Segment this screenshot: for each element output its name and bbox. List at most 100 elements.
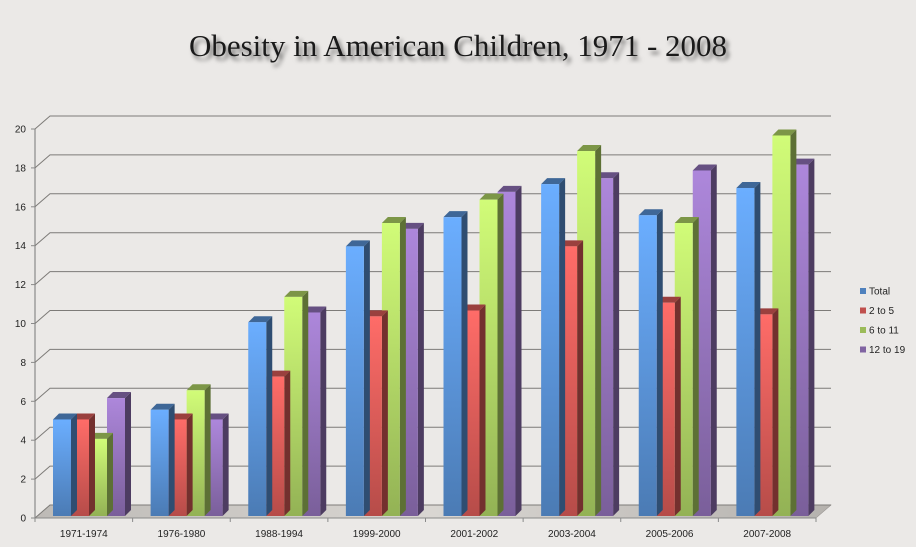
bar-side <box>479 304 486 516</box>
bar-front <box>443 217 462 517</box>
bar-top <box>53 413 77 420</box>
legend-item: Total <box>860 287 890 298</box>
x-tick-label: 1971-1974 <box>60 529 108 540</box>
bar-side <box>302 290 309 516</box>
gridline <box>34 232 831 247</box>
legend-swatch <box>860 346 866 353</box>
y-tick-label: 8 <box>20 358 26 369</box>
bar-top <box>443 211 468 218</box>
bar-top <box>692 164 717 171</box>
bar-side <box>710 164 717 517</box>
bar <box>443 211 468 517</box>
legend-swatch <box>860 307 866 314</box>
bar-front <box>736 187 755 516</box>
bar-side <box>656 209 663 516</box>
y-tick-label: 6 <box>20 397 26 408</box>
bar-side <box>497 193 504 517</box>
bar-side <box>363 240 370 516</box>
x-tick-label: 1999-2000 <box>353 529 401 540</box>
bar-side <box>399 217 406 516</box>
chart-title: Obesity in American Children, 1971 - 200… <box>188 28 728 63</box>
bar-side <box>674 296 681 516</box>
bar-top <box>497 185 522 192</box>
x-axis: 1971-1974 1976-1980 1988-1994 1999-2000 2001… <box>34 517 817 540</box>
bar-side <box>692 217 699 516</box>
bar-front <box>150 409 169 516</box>
bar-top <box>150 403 175 410</box>
bar <box>638 209 663 516</box>
bar-top <box>638 209 663 216</box>
y-tick-label: 4 <box>20 436 26 447</box>
x-tick-label: 2007-2008 <box>743 529 791 540</box>
bar-side <box>417 222 424 516</box>
x-tick-label: 2005-2006 <box>646 529 694 540</box>
bar-top <box>107 392 131 399</box>
legend-label: 6 to 11 <box>869 326 899 337</box>
bar <box>150 403 175 516</box>
legend-swatch <box>860 327 866 333</box>
bar-front <box>53 419 71 516</box>
bar-side <box>125 392 131 516</box>
x-tick-label: 2001-2002 <box>450 529 498 540</box>
bar-top <box>284 290 309 297</box>
bar-top <box>577 145 602 152</box>
bar-side <box>790 129 797 517</box>
bar <box>736 181 761 516</box>
y-tick-label: 2 <box>20 475 26 486</box>
bar-front <box>345 246 364 516</box>
y-tick-label: 20 <box>15 125 27 136</box>
x-tick-label: 1988-1994 <box>255 529 303 540</box>
legend-swatch <box>860 288 866 294</box>
bar-side <box>284 370 291 516</box>
bar-side <box>107 432 113 516</box>
bar <box>248 316 273 516</box>
bar <box>541 178 566 517</box>
bar-front <box>541 184 560 517</box>
bar-side <box>168 403 175 516</box>
bar-side <box>461 211 468 517</box>
bars <box>53 129 815 517</box>
bar-side <box>808 158 815 516</box>
y-tick-label: 12 <box>15 280 27 291</box>
bar-top <box>541 178 566 185</box>
bar <box>345 240 370 516</box>
bar-top <box>674 217 699 224</box>
bar-side <box>381 310 388 516</box>
bar-top <box>772 129 797 136</box>
bar-side <box>772 308 779 516</box>
legend-item: 12 to 19 <box>860 345 906 356</box>
bar-side <box>754 181 761 516</box>
gridline <box>34 115 831 130</box>
gridline <box>34 154 831 169</box>
bar-side <box>613 172 620 516</box>
bar-side <box>515 185 522 516</box>
bar-side <box>71 413 77 516</box>
x-tick-label: 1976-1980 <box>158 529 206 540</box>
bar-top <box>736 181 761 188</box>
bar-top <box>381 217 406 224</box>
y-tick-label: 16 <box>15 202 27 213</box>
bar-side <box>222 413 229 516</box>
bar-side <box>559 178 566 517</box>
bar-front <box>638 215 657 516</box>
legend: Total 2 to 5 6 to 11 12 to 19 <box>860 287 906 356</box>
y-tick-label: 18 <box>15 163 27 174</box>
bar-top <box>248 316 273 323</box>
bar-top <box>186 384 211 391</box>
bar-side <box>89 413 95 516</box>
bar-side <box>266 316 273 516</box>
legend-label: 2 to 5 <box>869 306 894 317</box>
legend-label: 12 to 19 <box>869 345 906 356</box>
bar <box>53 413 77 516</box>
gridline <box>34 193 831 208</box>
bar-side <box>595 145 602 517</box>
bar-side <box>320 306 327 516</box>
bar-side <box>186 413 193 516</box>
legend-item: 6 to 11 <box>860 326 899 337</box>
y-tick-label: 14 <box>15 241 27 252</box>
y-tick-label: 10 <box>15 319 27 330</box>
bar-top <box>345 240 370 247</box>
legend-label: Total <box>869 287 890 298</box>
x-tick-label: 2003-2004 <box>548 529 596 540</box>
